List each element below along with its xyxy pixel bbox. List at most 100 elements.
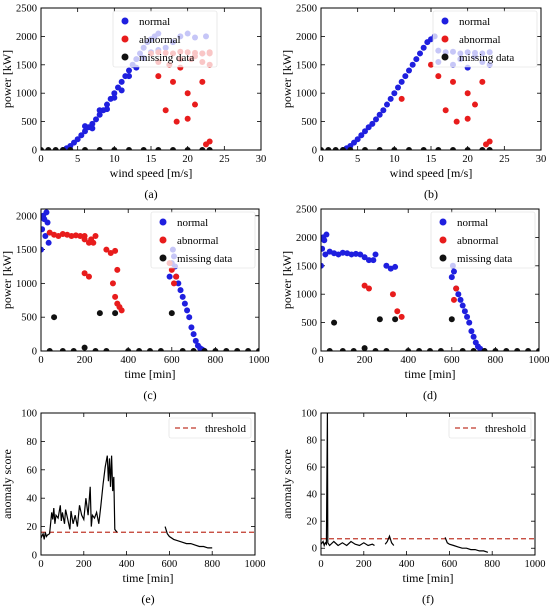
score-line (164, 526, 213, 549)
data-point (420, 44, 427, 51)
y-tick-label: 1500 (16, 245, 37, 256)
x-tick-label: 0 (38, 559, 43, 570)
data-point (111, 147, 118, 150)
x-tick-label: 200 (357, 355, 373, 366)
data-point (372, 348, 379, 351)
legend-marker (439, 236, 447, 244)
data-point (41, 147, 44, 150)
data-point (435, 147, 442, 150)
legend-box (432, 10, 538, 68)
legend-marker (121, 17, 129, 25)
data-point (398, 95, 405, 102)
data-point (41, 226, 46, 233)
data-point (357, 251, 364, 258)
legend-label: normal (177, 217, 208, 229)
data-point (184, 90, 191, 97)
data-point (457, 296, 464, 303)
data-point (199, 78, 206, 85)
axes-frame (40, 412, 256, 556)
data-point (428, 61, 434, 68)
data-point (118, 307, 125, 314)
x-tick-label: 30 (256, 154, 267, 165)
legend-label: missing data (139, 52, 194, 64)
panel-caption: (e) (141, 592, 154, 606)
data-point (376, 147, 383, 150)
data-point (45, 147, 52, 150)
legend-marker (441, 17, 449, 25)
y-tick-label: 0 (32, 551, 37, 562)
data-point (88, 236, 95, 243)
x-tick-label: 0 (38, 355, 43, 366)
score-line (444, 537, 489, 553)
x-axis-label: wind speed [m/s] (110, 166, 193, 180)
data-point (464, 313, 471, 320)
y-tick-label: 2000 (16, 32, 37, 43)
data-point (147, 348, 153, 351)
data-point (70, 348, 77, 351)
y-tick-label: 100 (301, 409, 317, 420)
data-point (192, 101, 198, 108)
data-point (162, 107, 169, 114)
y-tick-label: 1000 (296, 290, 317, 301)
plot-area (321, 413, 535, 553)
legend-marker (441, 35, 449, 43)
data-point (111, 94, 118, 101)
data-point (348, 251, 355, 258)
x-tick-label: 30 (536, 154, 547, 165)
x-axis-label: time [min] (123, 571, 174, 585)
y-tick-label: 1500 (16, 60, 37, 71)
y-tick-label: 20 (307, 517, 318, 528)
data-point (89, 125, 96, 132)
data-point (384, 101, 390, 108)
data-point (109, 280, 116, 287)
legend-marker (439, 218, 447, 226)
legend-label: abnormal (459, 34, 501, 46)
data-point (321, 237, 328, 244)
data-point (459, 348, 466, 351)
x-tick-label: 5 (355, 154, 360, 165)
score-line (384, 534, 395, 546)
data-point (470, 333, 477, 340)
data-point (104, 106, 110, 113)
data-point (472, 101, 478, 108)
legend-label: normal (459, 16, 490, 28)
data-point (170, 147, 176, 150)
axes-frame (320, 208, 540, 352)
y-tick-label: 1000 (296, 89, 317, 100)
y-axis-label: power [kW] (280, 50, 294, 108)
data-point (45, 239, 52, 246)
x-tick-label: 400 (399, 559, 415, 570)
data-point (525, 348, 532, 351)
data-point (453, 285, 460, 292)
data-point (118, 87, 125, 94)
series-missing-data (46, 310, 259, 351)
data-point (321, 245, 326, 252)
x-tick-label: 0 (318, 154, 323, 165)
data-point (155, 73, 162, 80)
data-point (376, 316, 383, 323)
data-point (93, 116, 99, 123)
y-tick-label: 1500 (296, 60, 317, 71)
data-point (82, 128, 88, 135)
data-point (387, 95, 394, 102)
data-point (155, 147, 162, 150)
legend-marker (159, 218, 167, 226)
data-point (468, 328, 475, 335)
x-tick-label: 15 (146, 154, 157, 165)
data-point (112, 247, 119, 254)
legend: normal abnormal missing data (112, 10, 218, 68)
data-point (373, 116, 379, 123)
y-tick-label: 2000 (296, 233, 317, 244)
data-point (188, 324, 195, 331)
y-tick-label: 500 (301, 318, 317, 329)
x-tick-label: 1000 (525, 559, 546, 570)
data-point (383, 348, 390, 351)
data-point (394, 308, 401, 315)
y-tick-label: 0 (312, 146, 317, 157)
x-tick-label: 1000 (529, 355, 550, 366)
data-point (223, 348, 230, 351)
axes-frame (40, 7, 262, 151)
panel-d: 0 200 400 600 800 1000 0 500 1000 1500 2000 2500 tim… (280, 205, 550, 403)
x-tick-label: 800 (208, 355, 224, 366)
data-point (177, 287, 184, 294)
